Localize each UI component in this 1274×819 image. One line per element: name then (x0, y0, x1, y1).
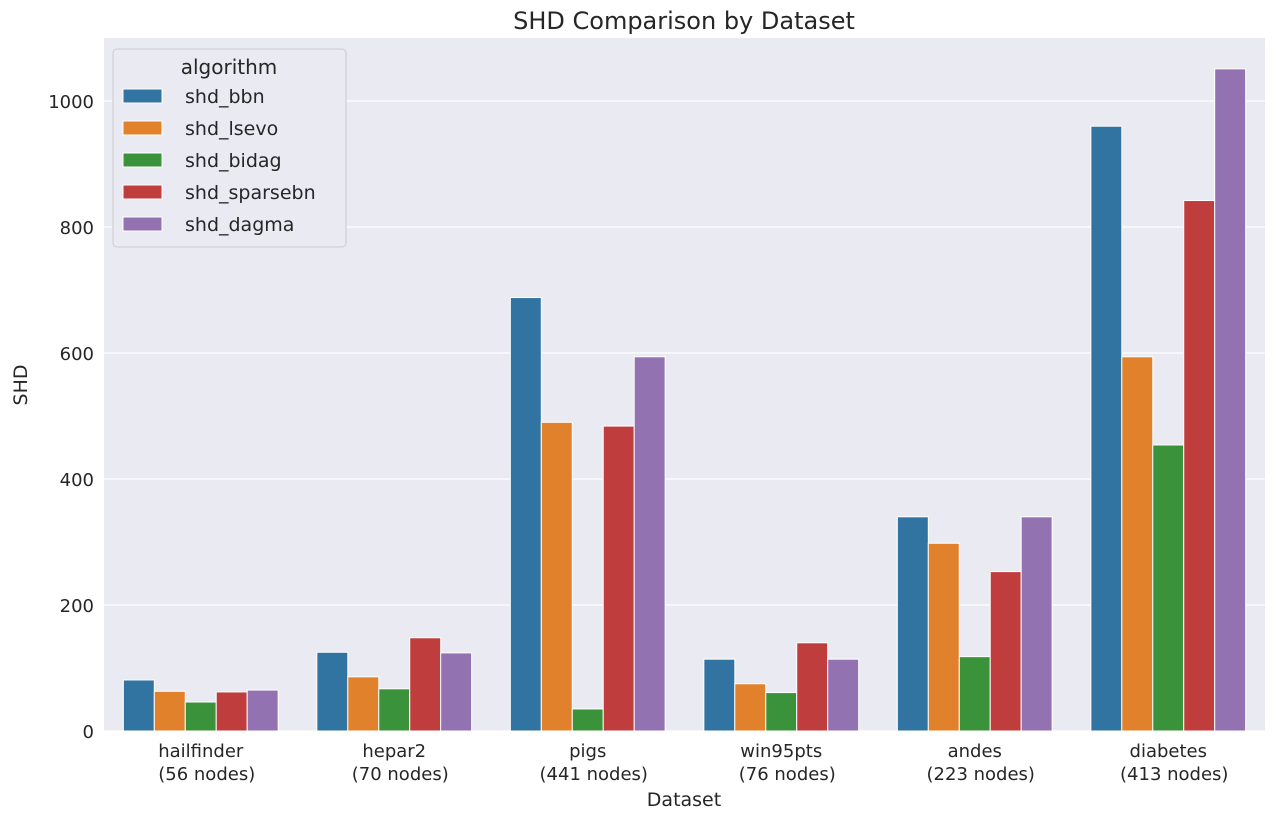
bar-shd_bidag-pigs (571, 708, 604, 732)
y-tick-labels: 0 200 400 600 800 1000 (48, 92, 94, 743)
legend-swatch-shd_dagma (122, 216, 163, 232)
y-tick-label: 0 (83, 722, 94, 743)
bar-shd_sparsebn-diabetes (1183, 200, 1216, 732)
bar-shd_sparsebn-win95pts (796, 642, 829, 732)
bar-shd_lsevo-pigs (540, 421, 573, 732)
bar-shd_dagma-hailfinder (246, 689, 279, 732)
x-axis-title: Dataset (647, 789, 721, 811)
bar-shd_bidag-diabetes (1152, 444, 1185, 732)
bar-shd_bidag-andes (958, 656, 991, 732)
y-tick-label: 1000 (48, 92, 94, 113)
bar-shd_bbn-win95pts (703, 658, 736, 732)
grid-lines (104, 100, 1265, 732)
bar-shd_dagma-diabetes (1214, 68, 1247, 732)
legend-label-shd_bbn: shd_bbn (185, 86, 265, 108)
legend: algorithm shd_bbn shd_lsevo shd_bidag shd_s… (112, 48, 347, 248)
legend-label-shd_lsevo: shd_lsevo (185, 118, 278, 140)
legend-swatch-shd_bidag (122, 152, 163, 168)
legend-swatch-shd_lsevo (122, 120, 163, 136)
y-tick-label: 400 (60, 470, 94, 491)
legend-title: algorithm (181, 55, 278, 79)
legend-swatch-shd_bbn (122, 88, 163, 104)
x-tick-label: hepar2 (362, 741, 426, 762)
legend-label-shd_sparsebn: shd_sparsebn (185, 182, 316, 204)
bar-shd_lsevo-diabetes (1121, 356, 1154, 732)
y-axis-title: SHD (10, 365, 32, 406)
x-tick-label: andes (948, 741, 1002, 762)
bar-shd_bidag-hailfinder (184, 701, 217, 732)
x-tick-label: win95pts (740, 741, 822, 762)
y-tick-label: 800 (60, 218, 94, 239)
x-tick-sublabel: (441 nodes) (540, 764, 648, 785)
legend-swatch-shd_sparsebn (122, 184, 163, 200)
bar-shd_lsevo-hailfinder (153, 690, 186, 732)
bar-shd_bidag-hepar2 (378, 688, 411, 732)
y-tick-label: 600 (60, 344, 94, 365)
x-tick-label: diabetes (1130, 741, 1207, 762)
bar-shd_bbn-hailfinder (122, 679, 155, 732)
bars (122, 68, 1247, 732)
bar-shd_dagma-pigs (633, 356, 666, 732)
bar-shd_dagma-andes (1020, 516, 1053, 732)
x-tick-labels: hailfinder(56 nodes) hepar2(70 nodes) pigs… (158, 741, 1228, 785)
bar-shd_sparsebn-hepar2 (409, 637, 442, 732)
bar-shd_dagma-hepar2 (440, 652, 473, 732)
bar-shd_bbn-andes (896, 516, 929, 732)
bar-shd_sparsebn-andes (989, 571, 1022, 732)
bar-shd_dagma-win95pts (827, 658, 860, 732)
x-tick-sublabel: (413 nodes) (1120, 764, 1228, 785)
x-tick-sublabel: (70 nodes) (352, 764, 449, 785)
legend-label-shd_bidag: shd_bidag (185, 150, 282, 172)
x-tick-label: pigs (569, 741, 606, 762)
y-tick-label: 200 (60, 596, 94, 617)
x-tick-sublabel: (223 nodes) (927, 764, 1035, 785)
bar-shd_bbn-hepar2 (316, 651, 349, 732)
legend-box (112, 48, 347, 248)
bar-shd_sparsebn-hailfinder (215, 691, 248, 732)
legend-label-shd_dagma: shd_dagma (185, 214, 294, 236)
bar-shd_bbn-diabetes (1090, 125, 1123, 732)
x-tick-sublabel: (56 nodes) (158, 764, 255, 785)
bar-shd_bidag-win95pts (765, 692, 798, 732)
bar-shd_bbn-pigs (509, 297, 542, 732)
chart-title: SHD Comparison by Dataset (513, 7, 855, 35)
bar-shd_sparsebn-pigs (602, 425, 635, 732)
x-tick-label: hailfinder (158, 741, 244, 762)
x-tick-sublabel: (76 nodes) (739, 764, 836, 785)
bar-shd_lsevo-hepar2 (347, 676, 380, 732)
bar-shd_lsevo-andes (927, 542, 960, 732)
bar-shd_lsevo-win95pts (734, 683, 767, 732)
